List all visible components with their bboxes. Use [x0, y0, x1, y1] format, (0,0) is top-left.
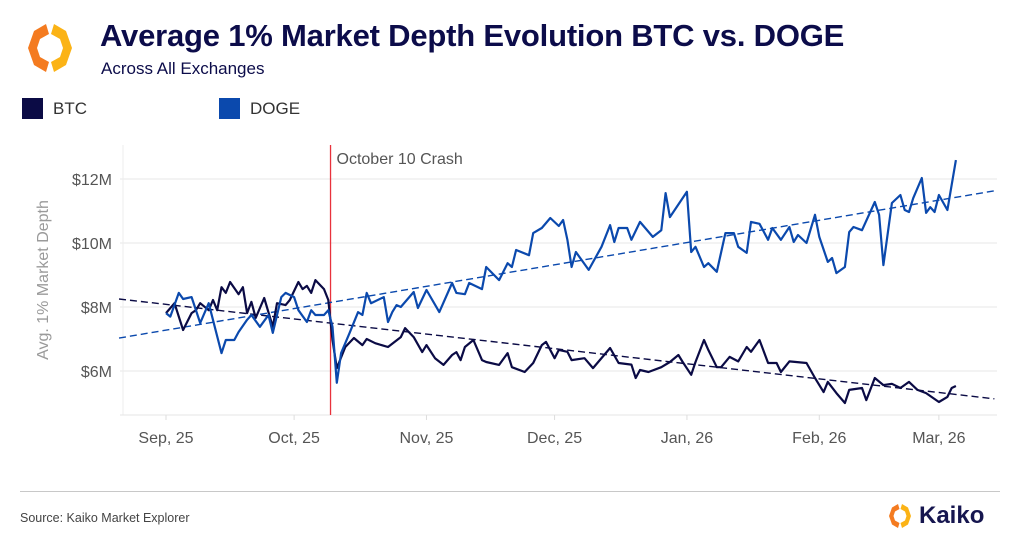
kaiko-logo-icon: [889, 504, 911, 528]
brand-logo: Kaiko: [887, 502, 984, 530]
y-tick-label: $12M: [72, 172, 112, 189]
chart-subtitle: Across All Exchanges: [101, 59, 265, 78]
kaiko-logo-icon: [28, 24, 72, 72]
legend-label-doge: DOGE: [250, 98, 301, 118]
annotations: October 10 Crash: [329, 145, 463, 415]
y-tick-label: $6M: [81, 364, 112, 381]
crash-annotation-label: October 10 Crash: [337, 151, 463, 168]
x-tick-label: Feb, 26: [792, 430, 846, 447]
x-tick-label: Jan, 26: [661, 430, 714, 447]
brand-name: Kaiko: [919, 502, 985, 529]
x-tick-label: Mar, 26: [912, 430, 965, 447]
legend-swatch-doge: [219, 98, 240, 119]
legend-item-btc[interactable]: BTC: [22, 98, 87, 119]
footer-divider: [20, 491, 1000, 492]
x-tick-label: Dec, 25: [527, 430, 582, 447]
trendlines: [118, 190, 995, 400]
source-note: Source: Kaiko Market Explorer: [20, 511, 190, 525]
chart-title: Average 1% Market Depth Evolution BTC vs…: [100, 18, 845, 53]
x-tick-label: Sep, 25: [138, 430, 193, 447]
btc-series-line: [165, 279, 957, 405]
legend-label-btc: BTC: [53, 98, 87, 118]
y-tick-label: $8M: [81, 300, 112, 317]
gridlines: [120, 145, 997, 420]
btc-trendline: [118, 298, 995, 400]
y-tick-labels: $6M $8M $10M $12M: [72, 172, 112, 381]
x-tick-label: Nov, 25: [399, 430, 453, 447]
x-tick-label: Oct, 25: [268, 430, 320, 447]
y-tick-label: $10M: [72, 236, 112, 253]
y-axis-label: Avg. 1% Market Depth: [35, 200, 52, 360]
series-lines: [165, 159, 957, 405]
doge-series-line: [165, 159, 957, 384]
doge-trendline: [118, 190, 995, 339]
legend-item-doge[interactable]: DOGE: [219, 98, 300, 119]
x-tick-labels: Sep, 25 Oct, 25 Nov, 25 Dec, 25 Jan, 26 Feb, …: [138, 430, 965, 447]
legend-swatch-btc: [22, 98, 43, 119]
